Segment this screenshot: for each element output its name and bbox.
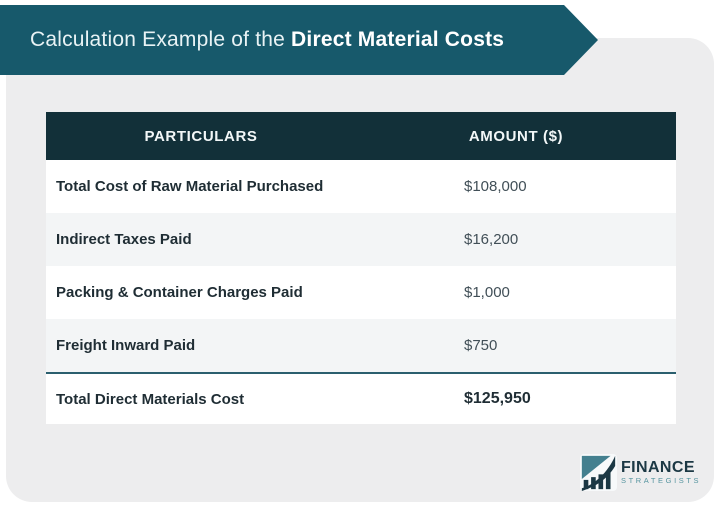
finance-strategists-logo: FINANCE STRATEGISTS — [580, 454, 701, 491]
finance-strategists-bars-swoosh-icon — [580, 454, 617, 491]
row-label: Indirect Taxes Paid — [56, 231, 192, 248]
page-title-bold: Direct Material Costs — [291, 28, 505, 51]
row-amount: $750 — [464, 337, 498, 354]
title-banner: Calculation Example of the Direct Materi… — [0, 5, 598, 75]
total-amount: $125,950 — [464, 390, 531, 407]
table-row: Packing & Container Charges Paid $1,000 — [46, 266, 676, 319]
page-title: Calculation Example of the Direct Materi… — [30, 28, 504, 52]
row-label: Total Cost of Raw Material Purchased — [56, 178, 324, 195]
direct-material-costs-table: PARTICULARS AMOUNT ($) Total Cost of Raw… — [46, 112, 676, 424]
table-row: Indirect Taxes Paid $16,200 — [46, 213, 676, 266]
page-title-regular: Calculation Example of the — [30, 28, 292, 51]
total-label: Total Direct Materials Cost — [56, 390, 245, 408]
table-row: Total Cost of Raw Material Purchased $10… — [46, 160, 676, 213]
column-header-particulars: PARTICULARS — [144, 127, 258, 145]
column-header-amount: AMOUNT ($) — [468, 127, 564, 145]
row-amount: $16,200 — [464, 231, 519, 248]
row-label: Freight Inward Paid — [56, 337, 196, 354]
table-header-row: PARTICULARS AMOUNT ($) — [46, 112, 676, 160]
table-row: Freight Inward Paid $750 — [46, 319, 676, 372]
row-amount: $108,000 — [464, 178, 527, 195]
table-total-row: Total Direct Materials Cost $125,950 — [46, 372, 676, 424]
row-amount: $1,000 — [464, 284, 510, 301]
row-label: Packing & Container Charges Paid — [56, 284, 303, 301]
logo-brand-name: FINANCE — [621, 458, 695, 476]
logo-brand-subname: STRATEGISTS — [621, 476, 702, 486]
logo-wordmark: FINANCE STRATEGISTS — [621, 458, 702, 486]
